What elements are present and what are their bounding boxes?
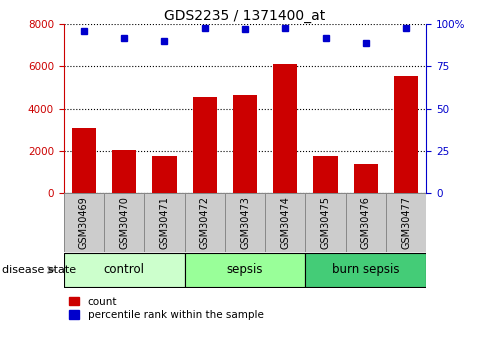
Text: burn sepsis: burn sepsis	[332, 264, 400, 276]
FancyBboxPatch shape	[386, 194, 426, 252]
Text: GSM30470: GSM30470	[119, 196, 129, 249]
FancyBboxPatch shape	[64, 253, 185, 287]
Bar	[193, 97, 217, 193]
Bar	[233, 95, 257, 193]
Text: GSM30475: GSM30475	[320, 196, 331, 249]
Text: GSM30469: GSM30469	[79, 196, 89, 249]
FancyBboxPatch shape	[225, 194, 265, 252]
FancyBboxPatch shape	[104, 194, 144, 252]
Bar	[394, 76, 418, 193]
Text: GSM30472: GSM30472	[200, 196, 210, 249]
FancyBboxPatch shape	[64, 194, 104, 252]
FancyBboxPatch shape	[185, 194, 225, 252]
Text: disease state: disease state	[2, 265, 76, 275]
FancyBboxPatch shape	[305, 253, 426, 287]
Bar	[354, 164, 378, 193]
Text: GSM30471: GSM30471	[159, 196, 170, 249]
Text: GSM30473: GSM30473	[240, 196, 250, 249]
Bar	[72, 128, 96, 193]
FancyBboxPatch shape	[346, 194, 386, 252]
FancyBboxPatch shape	[305, 194, 345, 252]
Text: GSM30474: GSM30474	[280, 196, 290, 249]
Bar	[314, 156, 338, 193]
Text: control: control	[103, 264, 145, 276]
FancyBboxPatch shape	[145, 194, 185, 252]
Text: sepsis: sepsis	[227, 264, 263, 276]
Legend: count, percentile rank within the sample: count, percentile rank within the sample	[69, 297, 264, 320]
Text: GSM30476: GSM30476	[361, 196, 371, 249]
Bar	[152, 156, 176, 193]
Title: GDS2235 / 1371400_at: GDS2235 / 1371400_at	[164, 9, 326, 23]
FancyBboxPatch shape	[265, 194, 305, 252]
FancyBboxPatch shape	[185, 253, 305, 287]
Text: GSM30477: GSM30477	[401, 196, 411, 249]
Bar	[112, 150, 136, 193]
Bar	[273, 64, 297, 193]
